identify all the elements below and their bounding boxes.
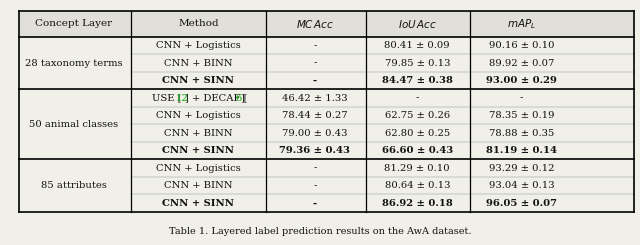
Text: Concept Layer: Concept Layer xyxy=(35,19,112,28)
Text: CNN + Logistics: CNN + Logistics xyxy=(156,164,241,173)
Text: 50 animal classes: 50 animal classes xyxy=(29,120,118,129)
Text: 46.42 ± 1.33: 46.42 ± 1.33 xyxy=(282,94,348,103)
Text: CNN + BINN: CNN + BINN xyxy=(164,181,233,190)
Text: CNN + SINN: CNN + SINN xyxy=(163,146,234,155)
Text: -: - xyxy=(313,59,317,68)
Text: -: - xyxy=(415,94,419,103)
Text: ] + DECAF [: ] + DECAF [ xyxy=(184,94,247,103)
Text: 96.05 ± 0.07: 96.05 ± 0.07 xyxy=(486,199,557,208)
Text: Method: Method xyxy=(178,19,219,28)
Text: -: - xyxy=(313,181,317,190)
Text: CNN + Logistics: CNN + Logistics xyxy=(156,41,241,50)
Text: 89.92 ± 0.07: 89.92 ± 0.07 xyxy=(489,59,554,68)
Text: $\mathit{IoU\,Acc}$: $\mathit{IoU\,Acc}$ xyxy=(397,18,437,30)
Text: 79.36 ± 0.43: 79.36 ± 0.43 xyxy=(280,146,350,155)
Text: $\mathit{mAP_L}$: $\mathit{mAP_L}$ xyxy=(507,17,536,31)
Text: 86.92 ± 0.18: 86.92 ± 0.18 xyxy=(382,199,452,208)
Text: 28 taxonomy terms: 28 taxonomy terms xyxy=(25,59,122,68)
Text: -: - xyxy=(313,76,317,85)
Text: -: - xyxy=(313,41,317,50)
Text: 81.19 ± 0.14: 81.19 ± 0.14 xyxy=(486,146,557,155)
Text: 6: 6 xyxy=(236,94,241,103)
Text: 78.35 ± 0.19: 78.35 ± 0.19 xyxy=(489,111,554,120)
Text: 62.80 ± 0.25: 62.80 ± 0.25 xyxy=(385,129,450,138)
Text: USE [: USE [ xyxy=(152,94,182,103)
Text: 84.47 ± 0.38: 84.47 ± 0.38 xyxy=(382,76,452,85)
Text: 66.60 ± 0.43: 66.60 ± 0.43 xyxy=(381,146,453,155)
Text: 93.00 ± 0.29: 93.00 ± 0.29 xyxy=(486,76,557,85)
Text: CNN + BINN: CNN + BINN xyxy=(164,59,233,68)
Text: CNN + SINN: CNN + SINN xyxy=(163,76,234,85)
Text: 81.29 ± 0.10: 81.29 ± 0.10 xyxy=(385,164,450,173)
Text: 85 attributes: 85 attributes xyxy=(41,181,106,190)
Text: -: - xyxy=(313,164,317,173)
Text: 79.85 ± 0.13: 79.85 ± 0.13 xyxy=(385,59,450,68)
Text: 93.04 ± 0.13: 93.04 ± 0.13 xyxy=(489,181,554,190)
Text: 90.16 ± 0.10: 90.16 ± 0.10 xyxy=(489,41,554,50)
Text: CNN + BINN: CNN + BINN xyxy=(164,129,233,138)
Text: 80.41 ± 0.09: 80.41 ± 0.09 xyxy=(385,41,450,50)
Text: Table 1. Layered label prediction results on the AwA dataset.: Table 1. Layered label prediction result… xyxy=(169,227,471,236)
Text: ]: ] xyxy=(240,94,244,103)
Text: 79.00 ± 0.43: 79.00 ± 0.43 xyxy=(282,129,348,138)
Text: 80.64 ± 0.13: 80.64 ± 0.13 xyxy=(385,181,450,190)
Text: CNN + SINN: CNN + SINN xyxy=(163,199,234,208)
Text: -: - xyxy=(520,94,524,103)
Text: 78.44 ± 0.27: 78.44 ± 0.27 xyxy=(282,111,348,120)
Bar xyxy=(19,11,634,37)
Text: 93.29 ± 0.12: 93.29 ± 0.12 xyxy=(489,164,554,173)
Text: -: - xyxy=(313,199,317,208)
Text: CNN + Logistics: CNN + Logistics xyxy=(156,111,241,120)
Text: $\mathit{MC\,Acc}$: $\mathit{MC\,Acc}$ xyxy=(296,18,334,30)
Text: 78.88 ± 0.35: 78.88 ± 0.35 xyxy=(489,129,554,138)
Text: 12: 12 xyxy=(175,94,188,103)
Text: 62.75 ± 0.26: 62.75 ± 0.26 xyxy=(385,111,450,120)
